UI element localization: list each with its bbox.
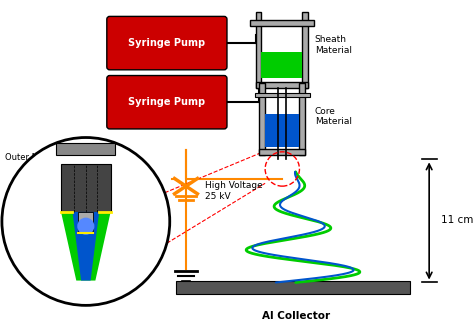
Polygon shape (61, 212, 110, 281)
Bar (300, 83, 305, 155)
Bar (255, 93, 310, 98)
Bar (261, 52, 302, 78)
Bar (259, 149, 305, 155)
Text: Syringe Pump: Syringe Pump (128, 97, 205, 107)
Bar (250, 20, 314, 26)
Circle shape (77, 218, 94, 235)
Bar (265, 114, 300, 147)
Text: High Voltage
25 kV: High Voltage 25 kV (205, 181, 263, 201)
Bar (255, 82, 308, 88)
Circle shape (2, 138, 170, 305)
Text: Linear
Region: Linear Region (8, 229, 36, 248)
Text: 11 cm: 11 cm (441, 215, 473, 225)
Bar (259, 83, 265, 155)
Bar (61, 164, 110, 212)
Bar (176, 281, 410, 294)
Text: Inner
Nozzle: Inner Nozzle (109, 197, 137, 217)
Text: Al Collector: Al Collector (262, 311, 330, 321)
Bar (78, 212, 93, 231)
Polygon shape (73, 212, 99, 281)
Bar (56, 143, 115, 155)
FancyBboxPatch shape (107, 76, 227, 129)
Text: Outer Nozzle: Outer Nozzle (5, 153, 59, 162)
FancyBboxPatch shape (107, 16, 227, 70)
Text: Sheath
Material: Sheath Material (315, 35, 352, 55)
Text: Syringe Pump: Syringe Pump (128, 38, 205, 48)
Bar (302, 12, 308, 88)
Text: Core
Material: Core Material (315, 107, 352, 126)
Bar (255, 12, 261, 88)
